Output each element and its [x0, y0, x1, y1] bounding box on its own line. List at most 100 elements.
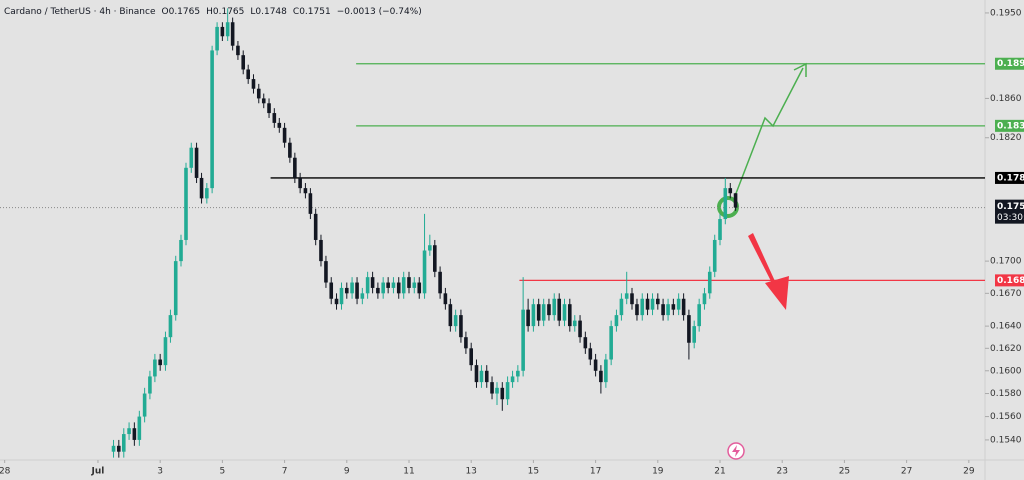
- level-label: 0.1896: [997, 59, 1024, 69]
- candle-body: [148, 376, 152, 394]
- candle-body: [422, 250, 427, 294]
- candle-body: [396, 282, 401, 294]
- candle-body: [251, 79, 256, 89]
- candle-body: [241, 55, 246, 70]
- candle-body: [552, 298, 557, 316]
- candle-body: [453, 315, 458, 327]
- candle-body: [583, 337, 588, 349]
- candle-body: [541, 304, 546, 321]
- candle-body: [298, 177, 302, 189]
- x-tick-label: 15: [528, 467, 539, 477]
- ohlc-value: 0.1765: [169, 7, 201, 17]
- y-tick-label: 0.1560: [990, 412, 1022, 422]
- y-tick-label: 0.1670: [990, 289, 1022, 299]
- candle-body: [656, 298, 660, 305]
- candle-body: [417, 282, 422, 294]
- y-tick-label: 0.1600: [990, 366, 1022, 376]
- candle-body: [681, 298, 686, 316]
- candle-body: [599, 370, 603, 383]
- candle-body: [474, 365, 479, 383]
- ohlc-value: 0.1765: [213, 7, 245, 17]
- candle-body: [645, 298, 650, 310]
- candle-body: [728, 188, 733, 194]
- candle-body: [526, 309, 530, 327]
- event-bolt: [732, 445, 740, 457]
- ohlc-prefix: H: [206, 7, 213, 17]
- candle-body: [293, 157, 297, 178]
- ohlc-value: 0.1748: [255, 7, 287, 17]
- candle-body: [230, 22, 235, 46]
- candle-body: [344, 287, 349, 294]
- candle-body: [370, 277, 375, 288]
- y-tick-label: 0.1540: [990, 435, 1022, 445]
- candle-body: [578, 320, 582, 338]
- candle-body: [184, 167, 188, 240]
- candle-body: [412, 282, 417, 288]
- ohlc-prefix: C: [293, 7, 299, 17]
- candle-body: [267, 103, 271, 114]
- candle-body: [210, 50, 214, 189]
- header-text: Cardano / TetherUS · 4h · Binance O0.1765…: [4, 7, 422, 17]
- candle-body: [381, 282, 385, 294]
- candle-body: [401, 277, 406, 294]
- bear-arrowhead: [765, 276, 789, 310]
- candle-body: [438, 271, 442, 294]
- candle-body: [718, 219, 722, 240]
- candle-body: [723, 188, 728, 220]
- candle-body: [630, 293, 634, 305]
- candle-body: [111, 445, 116, 452]
- candle-body: [650, 298, 655, 310]
- candle-body: [179, 239, 183, 262]
- level-label-box: [995, 119, 1024, 132]
- candle-body: [220, 26, 225, 37]
- candle-body: [484, 370, 489, 383]
- candle-body: [282, 127, 287, 143]
- candle-body: [531, 304, 536, 327]
- candle-body: [500, 387, 505, 400]
- candle-body: [505, 382, 510, 400]
- candle-body: [121, 434, 126, 452]
- candle-body: [261, 98, 266, 104]
- candle-body: [246, 69, 250, 80]
- x-tick-label: 3: [157, 467, 163, 477]
- bull-path: [734, 67, 804, 197]
- candle-body: [661, 304, 665, 316]
- candle-body: [256, 88, 261, 99]
- candle-body: [448, 304, 453, 327]
- x-tick-label: 27: [901, 467, 912, 477]
- candle-body: [153, 359, 157, 377]
- x-tick-label: 21: [714, 467, 725, 477]
- level-label-box: [995, 171, 1024, 184]
- candle-body: [702, 293, 707, 305]
- candle-body: [308, 193, 313, 214]
- candle-body: [168, 315, 173, 338]
- x-tick-label: 11: [403, 467, 414, 477]
- last-price-box: [995, 199, 1024, 224]
- candle-body: [536, 304, 541, 321]
- ohlc-prefix: L: [250, 7, 255, 17]
- ohlc-value: 0.1751: [299, 7, 331, 17]
- candle-body: [619, 298, 624, 316]
- y-tick-label: 0.1580: [990, 389, 1022, 399]
- y-tick-label: 0.1860: [990, 94, 1022, 104]
- candle-body: [215, 26, 219, 51]
- candle-body: [671, 304, 676, 310]
- candle-body: [733, 193, 738, 208]
- last-price-label: 0.1751: [997, 202, 1024, 212]
- candle-body: [490, 382, 494, 394]
- x-tick-label: 9: [344, 467, 350, 477]
- candle-body: [692, 326, 696, 343]
- candle-body: [303, 188, 308, 194]
- candle-body: [567, 304, 572, 327]
- candle-body: [407, 277, 411, 288]
- level-label: 0.1682: [997, 276, 1024, 286]
- ohlc-prefix: O: [162, 7, 169, 17]
- x-tick-label: 23: [776, 467, 787, 477]
- candle-body: [459, 315, 463, 338]
- x-tick-label: 19: [652, 467, 664, 477]
- candle-body: [697, 304, 701, 327]
- y-tick-label: 0.1820: [990, 133, 1022, 143]
- candle-body: [324, 261, 328, 283]
- candle-body: [479, 370, 484, 383]
